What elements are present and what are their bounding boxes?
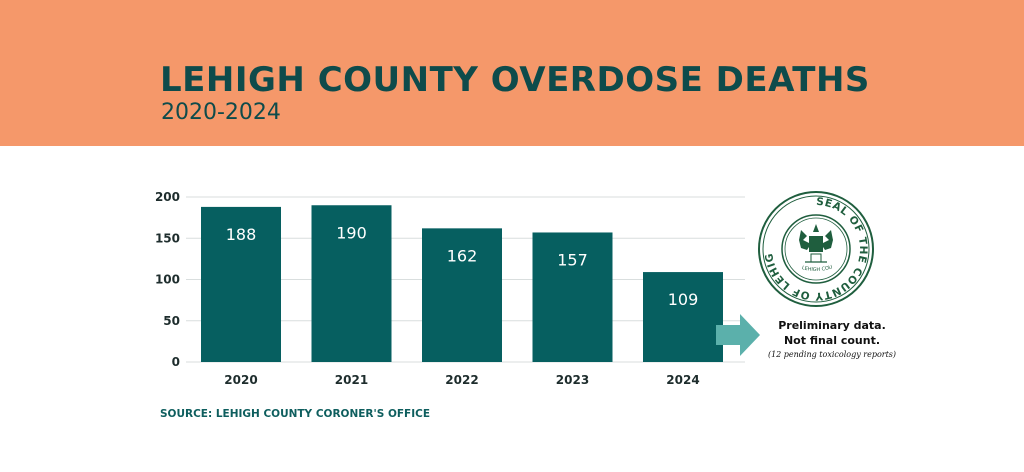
note-detail: (12 pending toxicology reports) bbox=[767, 350, 897, 359]
bar bbox=[422, 228, 502, 362]
chart-title: LEHIGH COUNTY OVERDOSE DEATHS bbox=[160, 60, 870, 100]
bar bbox=[532, 232, 613, 362]
x-tick-label: 2021 bbox=[335, 373, 368, 387]
x-tick-label: 2024 bbox=[666, 373, 699, 387]
preliminary-note: Preliminary data. Not final count. (12 p… bbox=[752, 318, 912, 359]
y-tick-label: 50 bbox=[163, 314, 180, 328]
header-banner: LEHIGH COUNTY OVERDOSE DEATHS 2020-2024 bbox=[0, 0, 1024, 146]
y-tick-label: 150 bbox=[155, 231, 180, 245]
x-tick-label: 2022 bbox=[445, 373, 478, 387]
bar bbox=[643, 272, 723, 362]
bar-value-label: 162 bbox=[447, 246, 478, 265]
y-tick-label: 200 bbox=[155, 190, 180, 204]
note-line1: Preliminary data. bbox=[778, 319, 886, 332]
bar bbox=[311, 205, 392, 362]
chart-subtitle: 2020-2024 bbox=[161, 100, 281, 125]
bar-value-label: 190 bbox=[336, 223, 367, 242]
bar-value-label: 109 bbox=[668, 290, 699, 309]
x-tick-label: 2020 bbox=[224, 373, 257, 387]
county-seal-logo: SEAL OF THE COUNTY OF LEHIGH PENNSYLVANI… bbox=[757, 190, 874, 307]
y-tick-label: 0 bbox=[172, 355, 180, 369]
bar-value-label: 188 bbox=[226, 225, 257, 244]
arrow-icon bbox=[716, 314, 760, 356]
source-note: SOURCE: LEHIGH COUNTY CORONER'S OFFICE bbox=[160, 408, 430, 420]
bar bbox=[201, 206, 281, 362]
y-tick-label: 100 bbox=[155, 273, 180, 287]
bar-value-label: 157 bbox=[557, 250, 588, 269]
x-tick-label: 2023 bbox=[556, 373, 589, 387]
note-line2: Not final count. bbox=[783, 334, 881, 347]
